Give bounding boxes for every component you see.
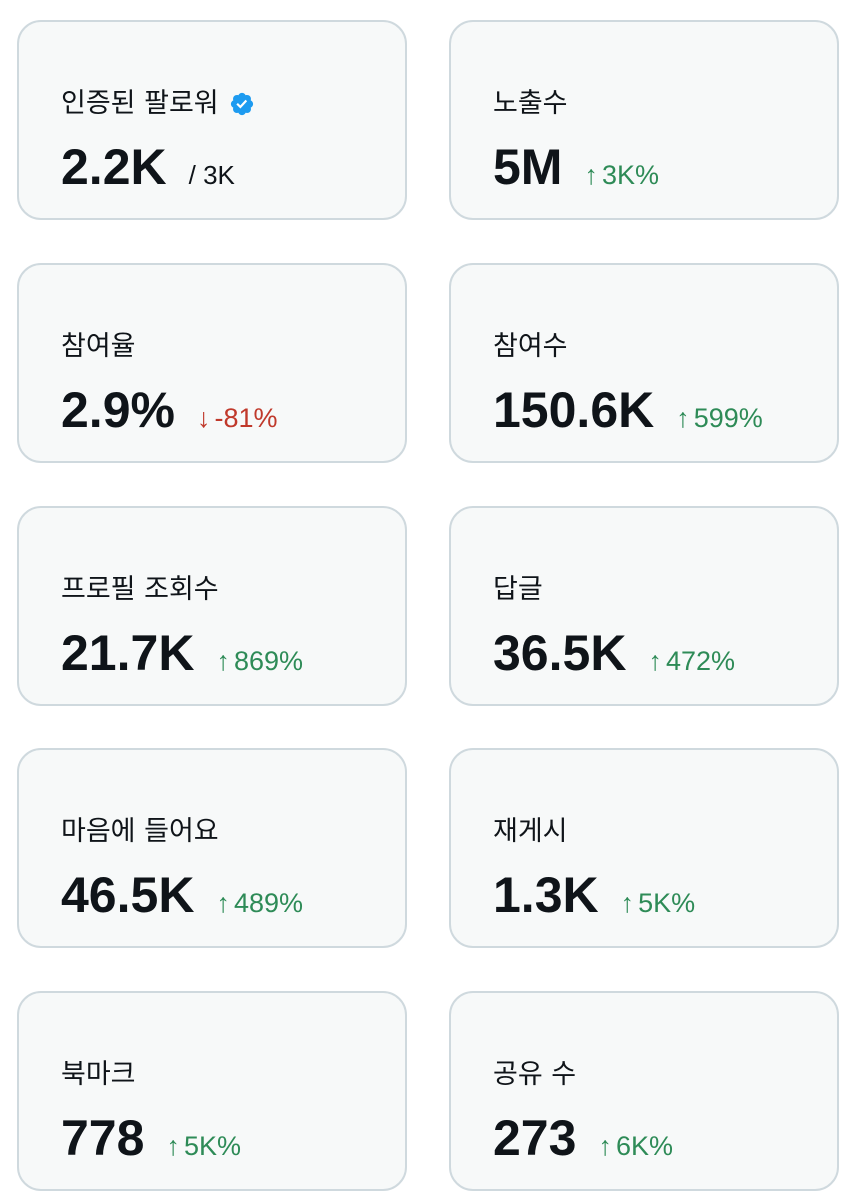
metric-change: ↑ 5K% <box>621 888 696 919</box>
arrow-up-icon: ↑ <box>648 646 662 676</box>
metric-card-impressions[interactable]: 노출수 5M ↑ 3K% <box>449 20 839 220</box>
arrow-up-icon: ↑ <box>620 888 635 918</box>
metric-label-row: 답글 <box>493 570 543 610</box>
metric-label-row: 재게시 <box>493 812 568 852</box>
metric-change-value: 599% <box>693 403 763 433</box>
metric-value-row: 778 ↑ 5K% <box>61 1109 241 1169</box>
metric-change: ↑ 3K% <box>584 160 659 191</box>
metric-change: ↑ 869% <box>216 646 303 677</box>
metric-card-verified-followers[interactable]: 인증된 팔로워 2.2K / 3K <box>17 20 407 220</box>
metric-value-row: 150.6K ↑ 599% <box>493 381 763 441</box>
metric-label-row: 참여율 <box>61 327 136 367</box>
metric-label-row: 참여수 <box>493 327 568 367</box>
arrow-up-icon: ↑ <box>598 1131 612 1161</box>
metric-change-value: -81% <box>214 403 278 433</box>
metric-label: 재게시 <box>493 816 568 847</box>
arrow-down-icon: ↓ <box>196 403 211 433</box>
metric-label: 마음에 들어요 <box>61 816 219 847</box>
metric-value-row: 21.7K ↑ 869% <box>61 624 303 684</box>
metric-value-row: 273 ↑ 6K% <box>493 1109 673 1169</box>
metric-label: 참여수 <box>493 331 568 362</box>
metric-change-value: 5K% <box>638 888 696 918</box>
metric-card-replies[interactable]: 답글 36.5K ↑ 472% <box>449 506 839 706</box>
arrow-up-icon: ↑ <box>584 160 598 190</box>
metric-value-row: 2.9% ↓ -81% <box>61 381 278 441</box>
metric-value-row: 36.5K ↑ 472% <box>493 624 735 684</box>
arrow-up-icon: ↑ <box>216 888 230 918</box>
metric-label: 참여율 <box>61 331 136 362</box>
metric-label: 프로필 조회수 <box>61 574 219 605</box>
metric-card-bookmarks[interactable]: 북마크 778 ↑ 5K% <box>17 991 407 1191</box>
metric-value: 46.5K <box>61 867 195 923</box>
arrow-up-icon: ↑ <box>676 403 690 433</box>
metric-value: 150.6K <box>493 382 655 438</box>
metric-value-row: 2.2K / 3K <box>61 138 235 198</box>
metric-card-shares[interactable]: 공유 수 273 ↑ 6K% <box>449 991 839 1191</box>
metric-card-likes[interactable]: 마음에 들어요 46.5K ↑ 489% <box>17 748 407 948</box>
metric-change: ↓ -81% <box>197 403 278 434</box>
metric-value: 2.9% <box>61 382 175 438</box>
metric-card-engagements[interactable]: 참여수 150.6K ↑ 599% <box>449 263 839 463</box>
metric-label: 북마크 <box>61 1059 136 1090</box>
arrow-up-icon: ↑ <box>166 1131 180 1161</box>
metric-label-row: 북마크 <box>61 1055 136 1095</box>
metric-change: ↑ 6K% <box>598 1131 673 1162</box>
metric-label-row: 프로필 조회수 <box>61 570 219 610</box>
metric-change-value: 6K% <box>615 1131 673 1161</box>
metric-label: 공유 수 <box>493 1059 577 1090</box>
metric-card-reposts[interactable]: 재게시 1.3K ↑ 5K% <box>449 748 839 948</box>
metric-card-engagement-rate[interactable]: 참여율 2.9% ↓ -81% <box>17 263 407 463</box>
metric-label-row: 공유 수 <box>493 1055 576 1095</box>
metric-value: 2.2K <box>61 139 167 195</box>
metric-change-value: 869% <box>233 646 303 676</box>
metric-value-row: 5M ↑ 3K% <box>493 138 659 198</box>
metric-value: 273 <box>493 1110 577 1166</box>
verified-badge-icon <box>230 92 253 116</box>
metric-label: 노출수 <box>493 88 568 119</box>
metric-change-value: 3K% <box>601 160 660 190</box>
metric-card-profile-visits[interactable]: 프로필 조회수 21.7K ↑ 869% <box>17 506 407 706</box>
metric-label: 답글 <box>493 574 543 605</box>
metric-label-row: 인증된 팔로워 <box>61 84 255 124</box>
metric-value: 1.3K <box>493 867 599 923</box>
metric-change: ↑ 599% <box>676 403 763 434</box>
metric-change-value: 489% <box>233 888 303 918</box>
metric-label-row: 노출수 <box>493 84 568 124</box>
metric-change: ↑ 489% <box>216 888 303 919</box>
metric-value: 778 <box>61 1110 145 1166</box>
metric-value-row: 1.3K ↑ 5K% <box>493 866 695 926</box>
metric-change-value: 472% <box>665 646 735 676</box>
metric-change: ↑ 5K% <box>166 1131 241 1162</box>
metric-change-value: 5K% <box>183 1131 241 1161</box>
metric-value: 5M <box>493 139 563 195</box>
arrow-up-icon: ↑ <box>216 646 230 676</box>
metric-total: / 3K <box>188 160 235 190</box>
metric-value: 21.7K <box>61 625 195 681</box>
metric-label: 인증된 팔로워 <box>61 88 219 119</box>
metric-value: 36.5K <box>493 625 627 681</box>
metric-value-row: 46.5K ↑ 489% <box>61 866 303 926</box>
metric-change: ↑ 472% <box>648 646 735 677</box>
metric-label-row: 마음에 들어요 <box>61 812 219 852</box>
